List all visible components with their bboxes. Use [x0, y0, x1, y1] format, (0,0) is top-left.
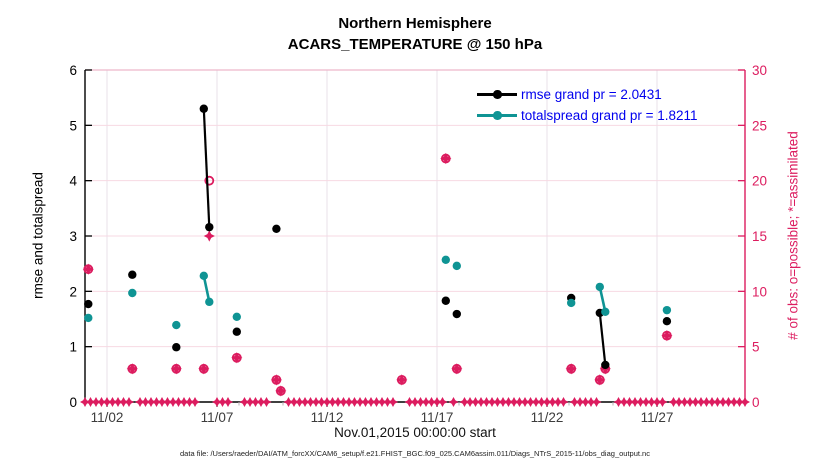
svg-text:10: 10: [752, 284, 767, 299]
svg-text:5: 5: [69, 118, 77, 133]
legend-totalspread-marker-icon: [493, 111, 502, 120]
svg-text:15: 15: [752, 229, 767, 244]
svg-text:0: 0: [752, 395, 760, 410]
svg-text:6: 6: [69, 63, 77, 78]
svg-text:30: 30: [752, 63, 767, 78]
svg-text:25: 25: [752, 118, 767, 133]
chart-title: Northern Hemisphere ACARS_TEMPERATURE @ …: [0, 13, 830, 55]
legend-item-totalspread: totalspread grand pr = 1.8211: [477, 105, 698, 126]
svg-text:11/12: 11/12: [311, 410, 344, 425]
legend-totalspread-label: totalspread grand pr = 1.8211: [521, 108, 698, 123]
svg-text:11/27: 11/27: [641, 410, 674, 425]
legend-totalspread-line-swatch: [477, 111, 517, 120]
legend-rmse-line-swatch: [477, 90, 517, 99]
legend-item-rmse: rmse grand pr = 2.0431: [477, 84, 698, 105]
chart-legend: rmse grand pr = 2.0431 totalspread grand…: [477, 84, 698, 126]
svg-text:11/07: 11/07: [201, 410, 234, 425]
svg-text:4: 4: [69, 174, 77, 189]
data-file-caption: data file: /Users/raeder/DAI/ATM_forcXX/…: [180, 449, 650, 458]
chart-title-line1: Northern Hemisphere: [338, 15, 492, 32]
x-axis-label: Nov.01,2015 00:00:00 start: [334, 425, 496, 440]
legend-rmse-marker-icon: [493, 90, 502, 99]
svg-text:1: 1: [69, 340, 77, 355]
svg-text:11/17: 11/17: [421, 410, 454, 425]
svg-text:11/22: 11/22: [531, 410, 564, 425]
left-axis-label: rmse and totalspread: [30, 172, 46, 299]
svg-text:5: 5: [752, 340, 760, 355]
svg-text:20: 20: [752, 174, 767, 189]
chart-title-line2: ACARS_TEMPERATURE @ 150 hPa: [287, 36, 543, 53]
svg-text:11/02: 11/02: [91, 410, 124, 425]
right-axis-label: # of obs: o=possible; *=assimilated: [785, 131, 801, 340]
svg-text:3: 3: [69, 229, 77, 244]
legend-rmse-label: rmse grand pr = 2.0431: [521, 87, 662, 102]
svg-text:2: 2: [69, 284, 77, 299]
svg-text:0: 0: [69, 395, 77, 410]
